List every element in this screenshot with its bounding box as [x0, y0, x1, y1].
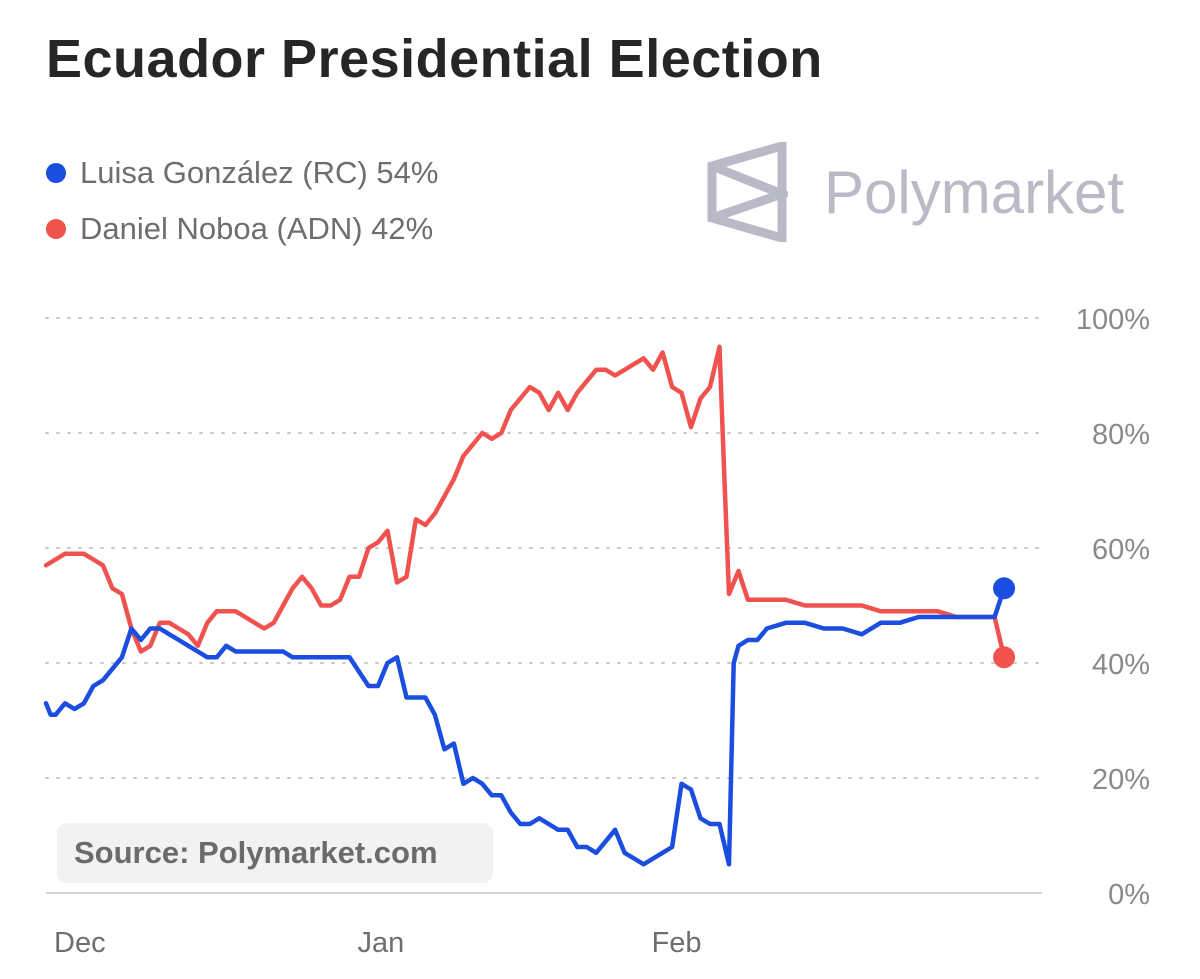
y-tick-label-100: 100% [1076, 304, 1150, 336]
y-tick-label-0: 0% [1108, 879, 1150, 911]
axis-layer: 100% 80% 60% 40% 20% 0% Dec Jan Feb [54, 304, 1150, 959]
y-tick-label-20: 20% [1092, 764, 1150, 796]
legend-item-noboa: Daniel Noboa (ADN) 42% [46, 201, 438, 257]
polymarket-logo-icon [707, 142, 788, 242]
y-tick-label-40: 40% [1092, 649, 1150, 681]
source-box: Source: Polymarket.com [57, 823, 493, 883]
grid-layer [45, 317, 1043, 894]
chart-title: Ecuador Presidential Election [46, 29, 823, 89]
y-tick-label-80: 80% [1092, 419, 1150, 451]
legend-item-gonzalez: Luisa González (RC) 54% [46, 145, 438, 201]
series-line-noboa [43, 344, 1007, 660]
end-point-gonzalez [993, 577, 1016, 600]
x-tick-label-dec: Dec [54, 927, 106, 959]
legend: Luisa González (RC) 54% Daniel Noboa (AD… [46, 145, 438, 257]
end-point-noboa [993, 646, 1016, 669]
legend-label-gonzalez: Luisa González (RC) 54% [80, 155, 439, 190]
polymarket-logo: Polymarket [706, 142, 1124, 242]
legend-dot-red [46, 219, 66, 239]
x-tick-label-feb: Feb [652, 927, 702, 959]
legend-dot-blue [46, 163, 66, 183]
polymarket-logo-text: Polymarket [824, 158, 1125, 226]
y-tick-label-60: 60% [1092, 534, 1150, 566]
series-layer [43, 344, 1016, 867]
legend-label-noboa: Daniel Noboa (ADN) 42% [80, 211, 434, 246]
source-text: Source: Polymarket.com [74, 835, 438, 870]
series-line-gonzalez [43, 586, 1007, 867]
x-tick-label-jan: Jan [358, 927, 405, 959]
